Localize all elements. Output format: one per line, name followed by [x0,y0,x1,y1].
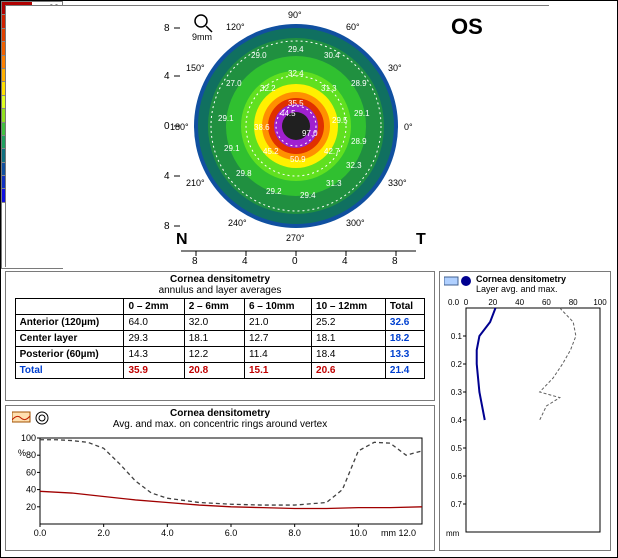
table-row: Center layer29.318.112.718.118.2 [15,331,425,347]
svg-text:28.9: 28.9 [351,79,367,88]
svg-text:0.0: 0.0 [34,528,47,538]
rings-graph-panel: Cornea densitometry Avg. and max. on con… [5,405,435,551]
svg-text:0.0: 0.0 [448,298,460,307]
table-row: Total35.920.815.120.621.4 [15,363,425,379]
svg-text:330°: 330° [388,178,407,188]
magnifier-label: 9mm [192,32,212,42]
svg-text:29.1: 29.1 [218,114,234,123]
svg-text:29.0: 29.0 [251,51,267,60]
svg-text:0: 0 [164,121,170,132]
svg-text:0.7: 0.7 [451,500,463,509]
svg-text:32.2: 32.2 [260,84,276,93]
svg-text:180°: 180° [170,122,189,132]
graph-legend-icon [12,410,52,426]
svg-text:100: 100 [593,298,607,307]
svg-text:30°: 30° [388,63,402,73]
svg-text:29.4: 29.4 [300,191,316,200]
svg-text:mm: mm [446,529,460,538]
svg-text:35.5: 35.5 [288,99,304,108]
layer-legend-icon [444,275,474,289]
layer-title-2: Layer avg. and max. [476,284,558,294]
densitometry-map: 0° 30° 60° 90° 120° 150° 180° 210° 240° … [6,6,550,268]
svg-text:4: 4 [342,256,348,267]
table-title-2: annulus and layer averages [159,285,282,296]
svg-text:8.0: 8.0 [288,528,301,538]
annulus-table: 0 – 2mm2 – 6mm6 – 10mm10 – 12mmTotal Ant… [15,298,426,379]
svg-text:60°: 60° [346,22,360,32]
svg-text:80: 80 [26,450,36,460]
svg-text:%: % [18,448,26,458]
temporal-label: T [416,231,426,248]
table-title-1: Cornea densitometry [170,274,270,285]
svg-text:4: 4 [164,71,170,82]
svg-text:0: 0 [292,256,298,267]
svg-text:29.1: 29.1 [224,144,240,153]
nasal-label: N [176,231,188,248]
svg-text:29.1: 29.1 [354,109,370,118]
svg-text:120°: 120° [226,22,245,32]
layer-title-1: Cornea densitometry [476,274,566,284]
svg-text:60: 60 [542,298,551,307]
svg-text:29.2: 29.2 [266,187,282,196]
svg-text:30.4: 30.4 [324,51,340,60]
svg-text:20: 20 [26,502,36,512]
svg-text:97.0: 97.0 [302,129,318,138]
svg-text:mm 12.0: mm 12.0 [381,528,416,538]
svg-text:0.2: 0.2 [451,360,463,369]
svg-text:40: 40 [26,485,36,495]
svg-text:150°: 150° [186,63,205,73]
svg-text:8: 8 [392,256,398,267]
svg-text:0.3: 0.3 [451,388,463,397]
svg-text:8: 8 [164,221,170,232]
svg-text:2.0: 2.0 [97,528,110,538]
svg-text:210°: 210° [186,178,205,188]
svg-text:29.5: 29.5 [332,116,348,125]
graph-title-2: Avg. and max. on concentric rings around… [113,419,327,430]
svg-text:8: 8 [164,23,170,34]
svg-text:0°: 0° [404,122,413,132]
svg-text:31.3: 31.3 [321,84,337,93]
svg-text:0.5: 0.5 [451,444,463,453]
svg-text:8: 8 [192,256,198,267]
graph-title-1: Cornea densitometry [170,408,270,419]
svg-text:42.7: 42.7 [324,147,340,156]
table-row: Posterior (60µm)14.312.211.418.413.3 [15,347,425,363]
svg-text:0: 0 [464,298,469,307]
svg-text:45.2: 45.2 [263,147,279,156]
svg-text:240°: 240° [228,218,247,228]
svg-text:100: 100 [21,433,36,443]
svg-text:32.4: 32.4 [288,69,304,78]
svg-text:6.0: 6.0 [225,528,238,538]
densitometry-map-panel: 0° 30° 60° 90° 120° 150° 180° 210° 240° … [5,5,549,267]
svg-text:29.8: 29.8 [236,169,252,178]
svg-text:31.3: 31.3 [326,179,342,188]
svg-text:0.1: 0.1 [451,332,463,341]
rings-graph: 100 80 60 40 20% 0.0 2.0 4.0 6.0 8.0 10.0 mm 12.0 [6,432,432,542]
svg-text:50.9: 50.9 [290,155,306,164]
svg-text:80: 80 [569,298,578,307]
svg-text:90°: 90° [288,10,302,20]
eye-label: OS [451,14,483,39]
table-row: Anterior (120µm)64.032.021.025.232.6 [15,315,425,331]
svg-text:60: 60 [26,467,36,477]
svg-text:28.9: 28.9 [351,137,367,146]
svg-text:270°: 270° [286,233,305,243]
svg-text:0.4: 0.4 [451,416,463,425]
layer-graph-panel: Cornea densitometry Layer avg. and max. … [439,271,611,551]
svg-text:40: 40 [515,298,524,307]
svg-text:38.6: 38.6 [254,123,270,132]
annulus-table-panel: Cornea densitometry annulus and layer av… [5,271,435,401]
svg-text:44.5: 44.5 [280,109,296,118]
svg-text:20: 20 [488,298,497,307]
layer-graph: 0 20 40 60 80 100 0.0 0.1 0.2 0.3 0.4 0.5 0.6 0.7 mm [440,294,608,542]
svg-text:32.3: 32.3 [346,161,362,170]
svg-text:4: 4 [242,256,248,267]
svg-text:10.0: 10.0 [350,528,368,538]
svg-text:0.6: 0.6 [451,472,463,481]
svg-text:4: 4 [164,171,170,182]
svg-text:300°: 300° [346,218,365,228]
svg-text:4.0: 4.0 [161,528,174,538]
svg-text:29.4: 29.4 [288,45,304,54]
svg-text:27.0: 27.0 [226,79,242,88]
